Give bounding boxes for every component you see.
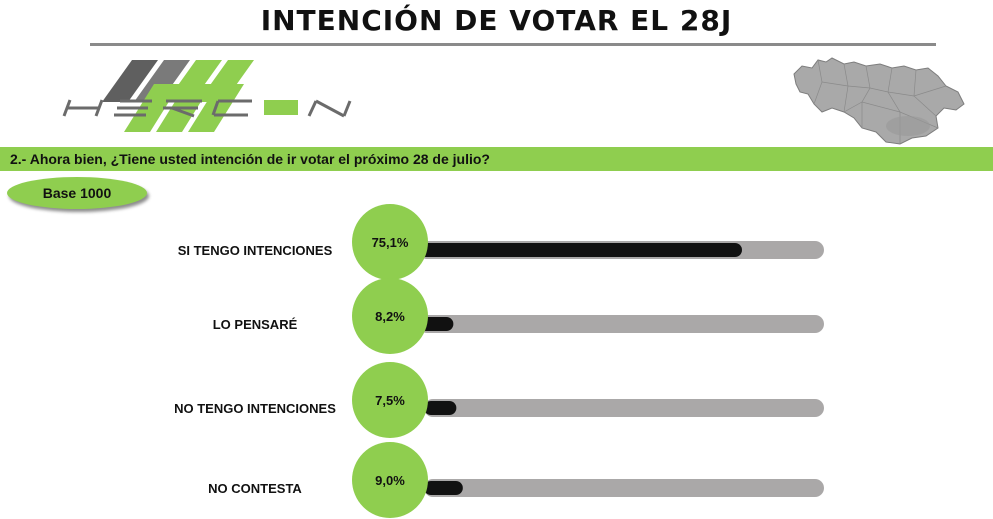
title-divider — [90, 43, 936, 46]
bar-track — [424, 399, 824, 417]
question-banner: 2.- Ahora bien, ¿Tiene usted intención d… — [0, 147, 993, 171]
category-label: NO TENGO INTENCIONES — [174, 401, 336, 416]
bar-row: SI TENGO INTENCIONES 75,1% — [178, 204, 824, 280]
venezuela-map-icon — [793, 57, 965, 145]
bar-track — [418, 315, 824, 333]
page-title: INTENCIÓN DE VOTAR EL 28J — [260, 4, 733, 37]
base-badge: Base 1000 — [7, 177, 147, 209]
question-text: 2.- Ahora bien, ¿Tiene usted intención d… — [10, 151, 490, 167]
category-label: SI TENGO INTENCIONES — [178, 243, 333, 258]
response-bar-chart: SI TENGO INTENCIONES 75,1% LO PENSARÉ 8,2% N… — [174, 204, 824, 518]
bar-track — [424, 479, 824, 497]
bar-row: NO CONTESTA 9,0% — [208, 442, 824, 518]
data-label: 8,2% — [375, 309, 405, 324]
data-label: 75,1% — [372, 235, 409, 250]
bar-value — [424, 401, 457, 415]
data-label: 9,0% — [375, 473, 405, 488]
bar-row: NO TENGO INTENCIONES 7,5% — [174, 362, 824, 438]
value-bubble — [352, 362, 428, 438]
value-bubble — [352, 278, 428, 354]
category-label: NO CONTESTA — [208, 481, 302, 496]
category-label: LO PENSARÉ — [213, 317, 298, 332]
bar-row: LO PENSARÉ 8,2% — [213, 278, 824, 354]
value-bubble — [352, 442, 428, 518]
data-label: 7,5% — [375, 393, 405, 408]
bar-value — [424, 481, 463, 495]
bar-value — [418, 243, 742, 257]
value-bubble — [352, 204, 428, 280]
hercon-logo-icon — [62, 60, 352, 132]
